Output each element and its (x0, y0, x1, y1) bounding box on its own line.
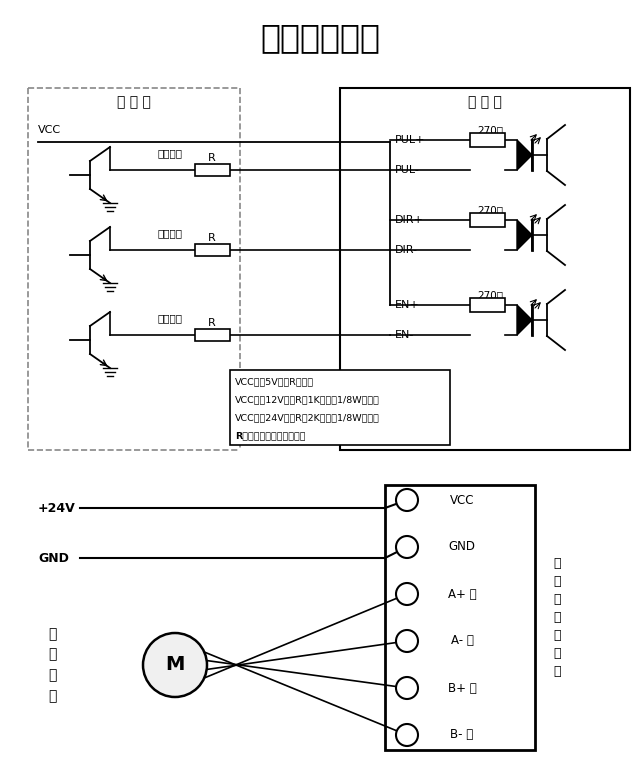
Bar (340, 88, 630, 450)
Text: 使能信号: 使能信号 (157, 313, 182, 323)
Text: B+ 红: B+ 红 (447, 682, 476, 695)
Bar (230, 370, 450, 445)
Text: EN+: EN+ (395, 300, 420, 310)
Text: VCC: VCC (450, 493, 474, 506)
Text: A- 绿: A- 绿 (451, 635, 474, 647)
Bar (195, 164, 230, 176)
Text: 270欧: 270欧 (477, 290, 503, 300)
Bar (470, 213, 505, 227)
Text: R: R (208, 233, 216, 243)
Text: VCC值为5V时，R短接；: VCC值为5V时，R短接； (235, 377, 314, 387)
Polygon shape (517, 140, 532, 170)
Text: 步
进
电
机: 步 进 电 机 (48, 627, 56, 703)
Text: DIR+: DIR+ (395, 215, 424, 225)
Polygon shape (517, 305, 532, 335)
Circle shape (396, 489, 418, 511)
Bar (470, 133, 505, 147)
Text: DIR-: DIR- (395, 245, 418, 255)
Text: 方向信号: 方向信号 (157, 228, 182, 238)
Text: B- 蓝: B- 蓝 (451, 728, 474, 741)
Text: 控 制 器: 控 制 器 (117, 95, 151, 109)
Text: VCC: VCC (38, 125, 61, 135)
Text: PUL+: PUL+ (395, 135, 426, 145)
Text: R: R (208, 318, 216, 328)
Text: PUL-: PUL- (395, 165, 420, 175)
Bar (195, 244, 230, 256)
Bar (470, 298, 505, 312)
Text: VCC值为12V时，R为1K，大于1/8W电阻；: VCC值为12V时，R为1K，大于1/8W电阻； (235, 395, 380, 405)
Text: 270欧: 270欧 (477, 205, 503, 215)
Bar (195, 329, 230, 341)
Text: EN-: EN- (395, 330, 414, 340)
Text: A+ 黑: A+ 黑 (448, 587, 476, 601)
Text: 270欧: 270欧 (477, 125, 503, 135)
Text: M: M (165, 656, 185, 675)
Text: +24V: +24V (38, 502, 76, 514)
Text: GND: GND (38, 552, 69, 565)
Circle shape (396, 724, 418, 746)
Text: R必须接在控制器信号端。: R必须接在控制器信号端。 (235, 432, 305, 440)
Bar (385, 485, 535, 750)
Polygon shape (517, 220, 532, 250)
Text: 脉冲信号: 脉冲信号 (157, 148, 182, 158)
Circle shape (396, 583, 418, 605)
Text: 步
进
电
机
驱
动
器: 步 进 电 机 驱 动 器 (553, 557, 561, 678)
Circle shape (396, 677, 418, 699)
Text: 驱动器接线图: 驱动器接线图 (260, 22, 380, 54)
Text: GND: GND (449, 541, 476, 553)
Circle shape (396, 536, 418, 558)
Text: R: R (208, 153, 216, 163)
Circle shape (143, 633, 207, 697)
Text: 驱 动 器: 驱 动 器 (468, 95, 502, 109)
Circle shape (396, 630, 418, 652)
Text: VCC值为24V时，R为2K，大于1/8W电阻；: VCC值为24V时，R为2K，大于1/8W电阻； (235, 413, 380, 422)
